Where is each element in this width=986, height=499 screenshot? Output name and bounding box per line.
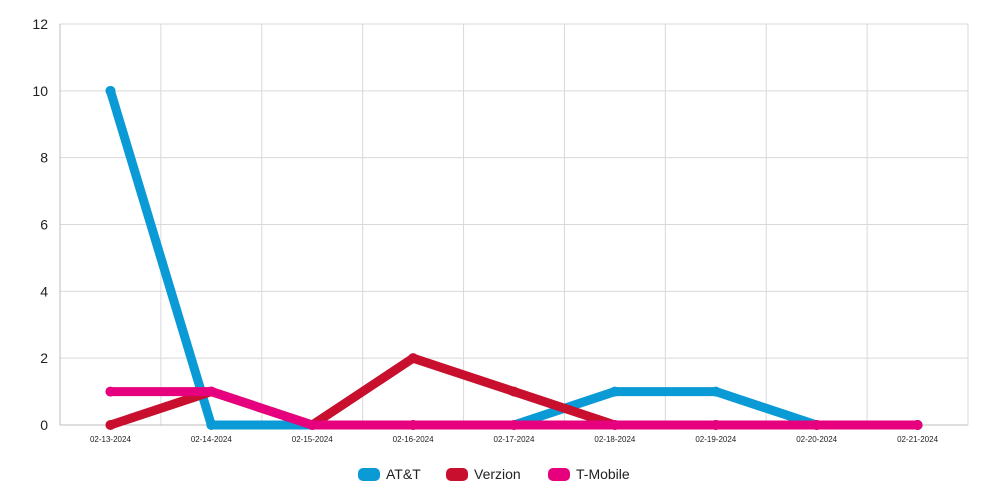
legend-swatch-verzion (446, 468, 468, 481)
y-tick-label: 0 (40, 417, 48, 433)
legend-label-at-t: AT&T (386, 466, 421, 482)
legend-label-t-mobile: T-Mobile (576, 466, 630, 482)
legend-swatch-t-mobile (548, 468, 570, 481)
y-tick-label: 6 (40, 217, 48, 233)
legend-label-verzion: Verzion (474, 466, 521, 482)
x-tick-label: 02-14-2024 (191, 435, 232, 444)
y-tick-label: 8 (40, 150, 48, 166)
data-point-verzion (105, 420, 116, 430)
x-tick-label: 02-21-2024 (897, 435, 938, 444)
legend-swatch-at-t (358, 468, 380, 481)
data-point-t-mobile (811, 420, 822, 430)
series-lines (105, 85, 923, 430)
data-point-t-mobile (509, 420, 519, 430)
data-point-t-mobile (307, 420, 318, 430)
legend: AT&T Verzion T-Mobile (358, 466, 630, 482)
data-point-verzion (509, 386, 519, 397)
data-point-at-t (710, 386, 721, 397)
data-point-t-mobile (912, 420, 923, 430)
y-axis-ticks: 0 2 4 6 8 10 12 (32, 16, 48, 433)
data-point-t-mobile (105, 386, 116, 397)
data-point-at-t (206, 420, 217, 430)
x-tick-label: 02-17-2024 (494, 435, 535, 444)
data-point-at-t (105, 85, 116, 96)
x-axis-ticks: 02-13-2024 02-14-2024 02-15-2024 02-16-2024… (90, 435, 939, 444)
data-point-t-mobile (710, 420, 721, 430)
data-point-t-mobile (609, 420, 620, 430)
y-tick-label: 4 (40, 283, 48, 299)
data-point-t-mobile (206, 386, 217, 397)
grid (59, 23, 969, 426)
x-tick-label: 02-16-2024 (393, 435, 434, 444)
data-point-t-mobile (408, 420, 419, 430)
y-tick-label: 10 (32, 83, 48, 99)
x-tick-label: 02-19-2024 (695, 435, 736, 444)
y-tick-label: 12 (32, 16, 48, 32)
x-tick-label: 02-13-2024 (90, 435, 131, 444)
x-tick-label: 02-15-2024 (292, 435, 333, 444)
data-point-verzion (408, 353, 419, 364)
x-tick-label: 02-18-2024 (594, 435, 635, 444)
data-point-at-t (609, 386, 620, 397)
y-tick-label: 2 (40, 350, 48, 366)
x-tick-label: 02-20-2024 (796, 435, 837, 444)
series-line-at-t (105, 86, 923, 430)
